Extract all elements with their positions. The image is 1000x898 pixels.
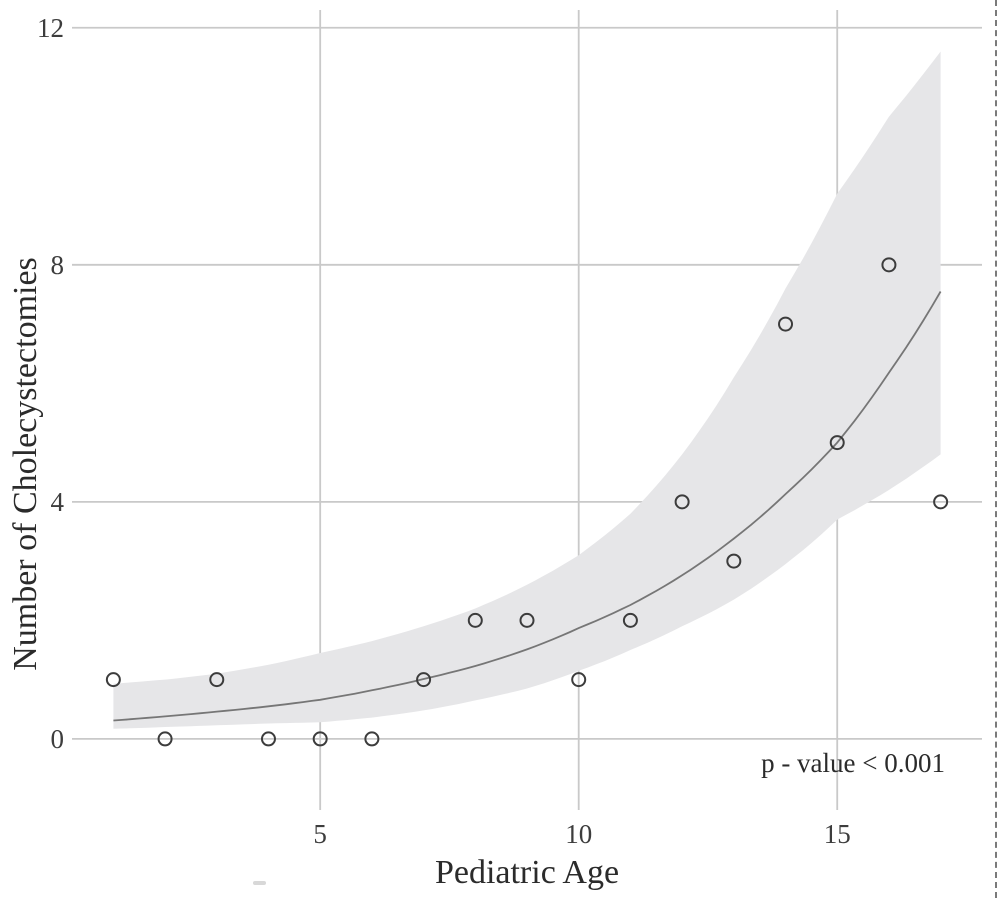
y-tick-label: 12 <box>37 12 64 43</box>
data-point <box>467 612 483 628</box>
data-point <box>571 672 587 688</box>
data-point <box>726 553 742 569</box>
bottom-edge-artifact <box>253 881 266 885</box>
fit-line <box>113 291 942 722</box>
data-point <box>933 494 949 510</box>
x-tick-label: 15 <box>823 819 851 849</box>
data-point <box>829 435 845 451</box>
data-point <box>312 731 328 747</box>
x-tick-label: 10 <box>565 819 593 849</box>
x-tick-label: 5 <box>313 819 327 849</box>
dashed-right-border <box>995 0 997 898</box>
data-point <box>364 731 380 747</box>
data-point <box>260 731 276 747</box>
data-point <box>519 612 535 628</box>
y-tick-label: 0 <box>50 723 65 754</box>
x-axis-label: Pediatric Age <box>434 854 620 891</box>
p-value-annotation: p - value < 0.001 <box>761 748 945 778</box>
data-point <box>105 672 121 688</box>
confidence-band <box>113 51 941 729</box>
data-point <box>778 316 794 332</box>
y-tick-label: 4 <box>50 486 65 517</box>
data-point <box>209 672 225 688</box>
data-point <box>881 257 897 273</box>
data-point <box>674 494 690 510</box>
data-point <box>157 731 173 747</box>
data-point <box>416 672 432 688</box>
y-tick-label: 8 <box>50 249 65 280</box>
y-axis-label: Number of Cholecystectomies <box>7 257 44 671</box>
data-point <box>622 612 638 628</box>
